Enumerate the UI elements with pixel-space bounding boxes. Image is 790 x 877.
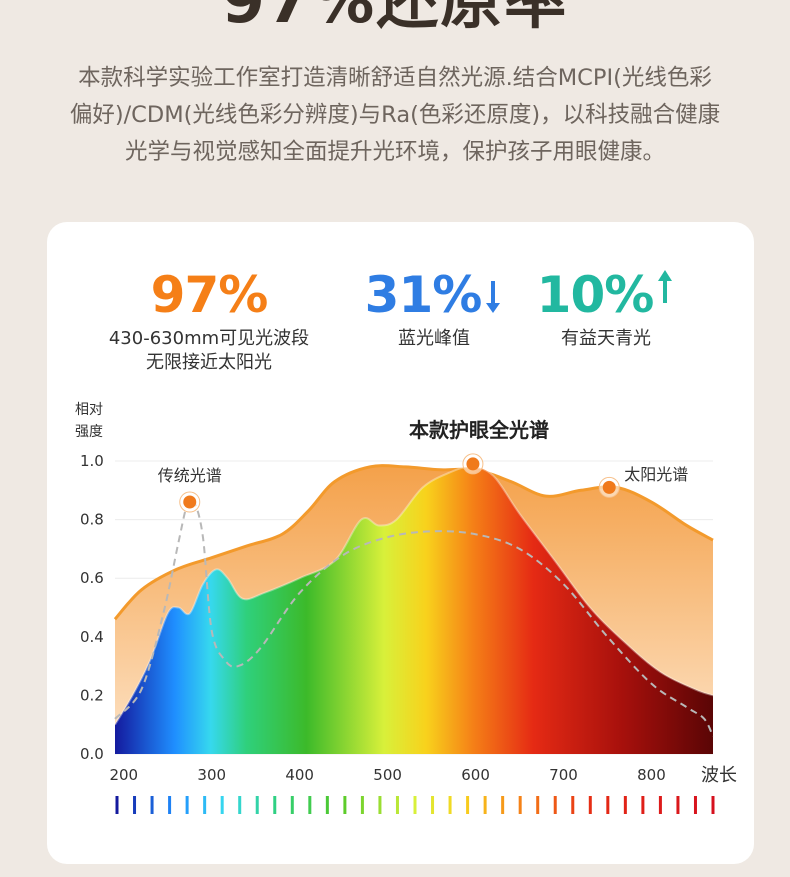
color-bar-21: [483, 796, 487, 814]
stat-blue-peak: 31% 蓝光峰值: [359, 267, 509, 351]
spectrum-chart: 0.0 0.2 0.4 0.6 0.8 1.0 200 300 400 500 600 700 800 波…: [80, 418, 737, 814]
chart-title: 本款护眼全光谱: [409, 418, 549, 442]
intro-line-1: 本款科学实验工作室打造清晰舒适自然光源.结合MCPI(光线色彩: [78, 65, 712, 91]
y-axis-title-line-2: 强度: [75, 424, 103, 440]
color-bar-22: [501, 796, 505, 814]
stat-restoration-desc-1: 430-630mm可见光波段: [108, 328, 310, 349]
stat-cyan-light-value: 10%: [536, 266, 655, 324]
color-bar-18: [431, 796, 435, 814]
marker-0: [183, 495, 197, 509]
color-bar-34: [711, 796, 715, 814]
color-bar-20: [466, 796, 470, 814]
stat-restoration: 97% 430-630mm可见光波段 无限接近太阳光: [89, 267, 329, 375]
y-tick-label-5: 1.0: [80, 452, 104, 470]
color-bar-24: [536, 796, 540, 814]
marker-2: [602, 480, 616, 494]
y-tick-label-4: 0.8: [80, 511, 104, 529]
color-bar-27: [588, 796, 592, 814]
arrow-up-icon: [655, 267, 675, 321]
y-tick-label-0: 0.0: [80, 745, 104, 763]
color-bar-8: [255, 796, 259, 814]
color-bar-16: [395, 796, 399, 814]
intro-line-2: 偏好)/CDM(光线色彩分辨度)与Ra(色彩还原度)，以科技融合健康: [69, 102, 721, 128]
color-bar-7: [238, 796, 242, 814]
y-axis-title: 相对 强度: [75, 399, 103, 443]
color-bar-33: [693, 796, 697, 814]
series-eye-care-area: [115, 466, 713, 754]
x-tick-label-3: 500: [373, 766, 402, 784]
x-tick-label-0: 200: [109, 766, 138, 784]
color-bar-25: [553, 796, 557, 814]
color-bar-23: [518, 796, 522, 814]
stat-cyan-light-desc: 有益天青光: [561, 328, 651, 349]
color-bar-1: [133, 796, 137, 814]
color-bar-17: [413, 796, 417, 814]
color-bar-6: [220, 796, 224, 814]
color-bar-31: [658, 796, 662, 814]
x-tick-label-5: 700: [549, 766, 578, 784]
series-eye-care-line: [114, 465, 714, 726]
spectrum-card: 97% 430-630mm可见光波段 无限接近太阳光 31% 蓝光峰值 10% …: [47, 222, 754, 864]
annotation-0: 传统光谱: [158, 466, 222, 485]
x-tick-label-6: 800: [637, 766, 666, 784]
marker-1: [466, 457, 480, 471]
color-bar-19: [448, 796, 452, 814]
color-bar-30: [641, 796, 645, 814]
color-bar-5: [203, 796, 207, 814]
series-legacy-line: [114, 497, 714, 737]
x-tick-label-1: 300: [197, 766, 226, 784]
color-bar-12: [325, 796, 329, 814]
color-bar-13: [343, 796, 347, 814]
intro-line-3: 光学与视觉感知全面提升光环境，保护孩子用眼健康。: [124, 139, 665, 165]
color-bar-32: [676, 796, 680, 814]
y-axis-title-line-1: 相对: [75, 402, 103, 418]
color-bar-15: [378, 796, 382, 814]
y-tick-label-2: 0.4: [80, 628, 104, 646]
x-tick-label-4: 600: [461, 766, 490, 784]
stat-restoration-value: 97%: [150, 266, 269, 324]
color-bar-11: [308, 796, 312, 814]
color-bar-29: [623, 796, 627, 814]
headline: 97%还原率: [221, 0, 569, 37]
stat-restoration-desc-2: 无限接近太阳光: [146, 352, 272, 373]
intro-text: 本款科学实验工作室打造清晰舒适自然光源.结合MCPI(光线色彩 偏好)/CDM(…: [30, 60, 760, 171]
y-tick-label-3: 0.6: [80, 569, 104, 587]
color-bar-10: [290, 796, 294, 814]
color-bar-14: [360, 796, 364, 814]
stat-blue-peak-desc: 蓝光峰值: [398, 328, 470, 349]
color-bar-2: [150, 796, 154, 814]
stat-blue-peak-value: 31%: [364, 266, 483, 324]
annotation-1: 太阳光谱: [624, 465, 688, 484]
color-bar-28: [606, 796, 610, 814]
color-bar-0: [115, 796, 119, 814]
y-tick-label-1: 0.2: [80, 686, 104, 704]
color-bar-3: [168, 796, 172, 814]
x-axis-title: 波长: [701, 765, 737, 786]
x-tick-label-2: 400: [285, 766, 314, 784]
arrow-down-icon: [483, 267, 503, 321]
color-bar-9: [273, 796, 277, 814]
color-bar-26: [571, 796, 575, 814]
color-bar-4: [185, 796, 189, 814]
stat-cyan-light: 10% 有益天青光: [531, 267, 681, 351]
